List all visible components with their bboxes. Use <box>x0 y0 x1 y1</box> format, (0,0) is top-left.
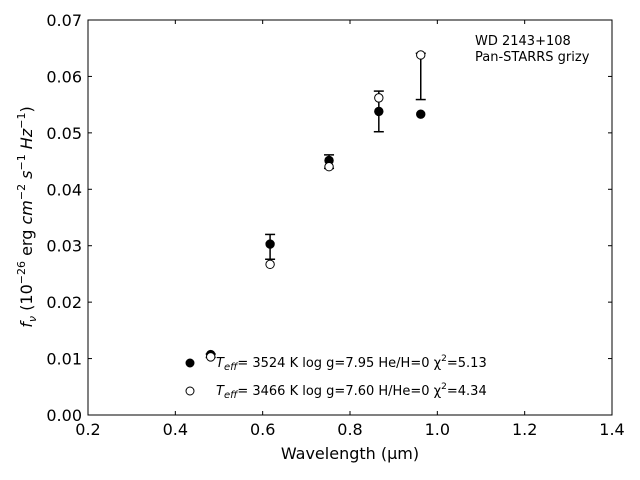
y-tick-label: 0.04 <box>46 180 82 199</box>
y-tick-label: 0.00 <box>46 406 82 425</box>
y-tick-label: 0.03 <box>46 237 82 256</box>
y-tick-label: 0.07 <box>46 11 82 30</box>
x-tick-label: 0.8 <box>337 420 362 439</box>
axis-ticks: 0.2 0.4 0.6 0.8 1.0 1.2 1.4 0.00 0.01 0.02 0.03 0.0… <box>46 11 624 439</box>
x-tick-label: 1.0 <box>425 420 450 439</box>
open-point <box>206 352 216 362</box>
filled-point <box>416 109 426 119</box>
y-tick-label: 0.01 <box>46 350 82 369</box>
annotation-object: WD 2143+108 <box>475 34 571 49</box>
open-point <box>374 93 384 103</box>
y-axis-label: fν (10−26 erg cm−2 s−1 Hz−1) <box>15 106 39 327</box>
x-tick-label: 0.4 <box>163 420 188 439</box>
open-point <box>416 50 426 60</box>
x-tick-label: 0.2 <box>75 420 100 439</box>
filled-point <box>265 239 275 249</box>
filled-point <box>374 106 384 117</box>
y-tick-label: 0.06 <box>46 67 82 86</box>
legend-label-1: Teff= 3524 K log g=7.95 He/H=0 χ2=5.13 <box>216 354 487 373</box>
y-tick-label: 0.05 <box>46 124 82 143</box>
annotation-survey: Pan-STARRS grizy <box>475 50 590 65</box>
y-tick-label: 0.02 <box>46 293 82 312</box>
open-point <box>265 259 275 270</box>
legend-marker-open <box>185 386 195 396</box>
plot-frame <box>87 19 613 416</box>
x-tick-label: 1.2 <box>512 420 537 439</box>
open-point <box>324 162 334 172</box>
x-tick-label: 1.4 <box>599 420 624 439</box>
series-open-markers <box>206 50 426 362</box>
legend-marker-filled <box>185 358 195 368</box>
x-axis-label: Wavelength (μm) <box>281 444 419 463</box>
x-tick-label: 0.6 <box>250 420 275 439</box>
legend-label-2: Teff= 3466 K log g=7.60 H/He=0 χ2=4.34 <box>216 382 487 401</box>
legend: Teff= 3524 K log g=7.95 He/H=0 χ2=5.13 T… <box>185 354 487 401</box>
